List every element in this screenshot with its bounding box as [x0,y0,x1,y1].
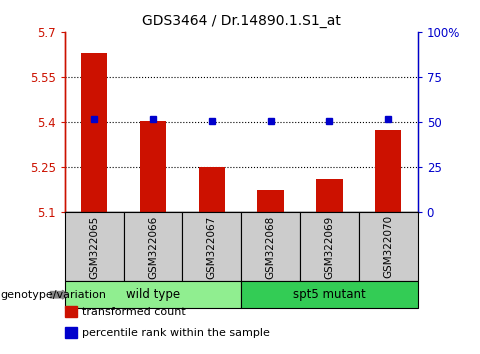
Title: GDS3464 / Dr.14890.1.S1_at: GDS3464 / Dr.14890.1.S1_at [142,14,341,28]
Bar [257,190,284,212]
Bar [241,212,300,281]
Text: GSM322065: GSM322065 [89,215,99,279]
Bar [316,179,343,212]
Text: GSM322067: GSM322067 [207,215,217,279]
Bar [199,167,225,212]
Bar [65,281,241,308]
Bar [65,212,124,281]
Text: GSM322069: GSM322069 [324,215,335,279]
Text: genotype/variation: genotype/variation [0,290,106,300]
Text: spt5 mutant: spt5 mutant [293,288,366,301]
Bar [124,212,182,281]
Text: percentile rank within the sample: percentile rank within the sample [82,328,269,338]
Bar [182,212,241,281]
Bar [241,281,418,308]
Text: wild type: wild type [126,288,180,301]
Text: GSM322066: GSM322066 [148,215,158,279]
Bar [375,130,401,212]
Bar [81,53,108,212]
Bar [140,121,166,212]
Text: GSM322070: GSM322070 [383,215,393,279]
Bar [300,212,359,281]
Bar [359,212,418,281]
Text: transformed count: transformed count [82,307,185,316]
Text: GSM322068: GSM322068 [265,215,276,279]
